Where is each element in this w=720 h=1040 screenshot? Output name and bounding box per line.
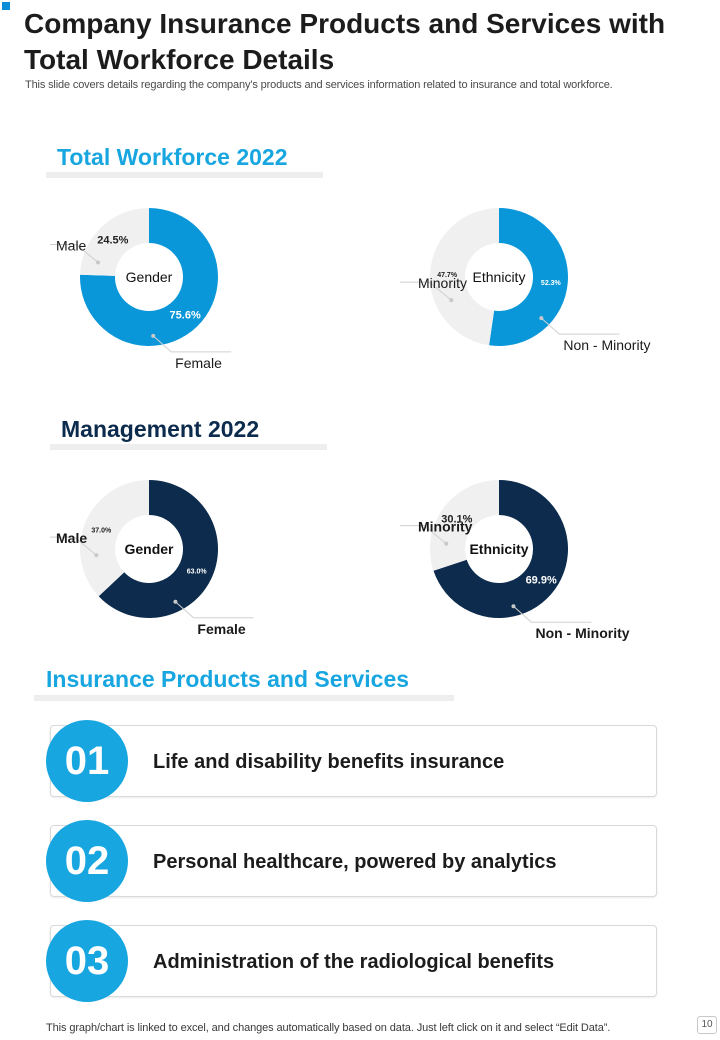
category-label-minority: Minority <box>418 519 473 535</box>
workforce-ethnicity-chart: Ethnicity 52.3% 47.7% Minority Non - Minorit… <box>380 200 680 370</box>
leader-line-minority <box>400 281 452 301</box>
value-label-minority: 30.1% <box>441 514 472 526</box>
category-label-non-minority: Non - Minority <box>535 625 629 641</box>
value-label-minority: 47.7% <box>437 272 458 279</box>
category-label-non-minority: Non - Minority <box>563 337 650 353</box>
page-subtitle: This slide covers details regarding the … <box>25 79 613 91</box>
workforce-heading-underline <box>46 172 323 178</box>
product-number-3: 03 <box>46 920 128 1002</box>
center-label: Gender <box>126 269 173 285</box>
corner-accent <box>2 2 10 10</box>
management-heading-underline <box>50 444 327 450</box>
value-label-male: 37.0% <box>91 527 112 534</box>
product-number-1: 01 <box>46 720 128 802</box>
value-label-male: 24.5% <box>97 235 128 247</box>
category-label-female: Female <box>175 355 222 371</box>
product-card-3: Administration of the radiological benef… <box>50 925 657 997</box>
category-label-minority: Minority <box>418 275 467 291</box>
management-heading: Management 2022 <box>61 416 260 442</box>
value-label-female: 63.0% <box>187 569 208 576</box>
products-heading-underline <box>34 695 454 701</box>
value-label-female: 75.6% <box>170 309 201 321</box>
products-heading: Insurance Products and Services <box>46 666 410 692</box>
product-card-1: Life and disability benefits insurance <box>50 725 657 797</box>
slice-minority <box>430 480 499 571</box>
product-number-2: 02 <box>46 820 128 902</box>
leader-line-male <box>50 243 99 263</box>
slice-non-minority <box>433 480 568 618</box>
leader-line-non-minority <box>513 605 592 623</box>
leader-line-female <box>152 335 232 353</box>
center-label: Ethnicity <box>469 541 528 557</box>
workforce-gender-chart: Gender 75.6% 24.5% Male Female <box>30 200 330 371</box>
leader-line-male <box>50 536 97 556</box>
workforce-heading: Total Workforce 2022 <box>57 144 288 170</box>
product-text-1: Life and disability benefits insurance <box>153 751 505 773</box>
product-text-3: Administration of the radiological benef… <box>153 951 555 973</box>
value-label-non-minority: 69.9% <box>526 574 557 586</box>
leader-line-non-minority <box>541 317 620 335</box>
leader-line-minority <box>400 525 447 545</box>
center-label: Ethnicity <box>473 269 526 285</box>
slice-male <box>80 480 149 597</box>
slice-non-minority <box>489 208 568 346</box>
product-card-2: Personal healthcare, powered by analytic… <box>50 825 657 897</box>
category-label-female: Female <box>197 621 245 637</box>
product-text-2: Personal healthcare, powered by analytic… <box>153 851 557 873</box>
slice-male <box>80 208 149 276</box>
management-gender-chart: Gender 63.0% 37.0% Male Female <box>30 472 330 642</box>
page-number: 10 <box>697 1016 717 1034</box>
footer-note: This graph/chart is linked to excel, and… <box>46 1022 611 1034</box>
slice-female <box>79 208 218 346</box>
page-title: Company Insurance Products and Services … <box>24 8 666 75</box>
leader-line-female <box>175 601 254 619</box>
slice-minority <box>430 208 499 346</box>
category-label-male: Male <box>56 530 87 546</box>
slice-female <box>98 480 218 618</box>
center-label: Gender <box>124 541 174 557</box>
category-label-male: Male <box>56 237 87 253</box>
value-label-non-minority: 52.3% <box>541 280 562 287</box>
management-ethnicity-chart: Ethnicity 69.9% 30.1% Minority Non - Minorit… <box>380 472 680 642</box>
